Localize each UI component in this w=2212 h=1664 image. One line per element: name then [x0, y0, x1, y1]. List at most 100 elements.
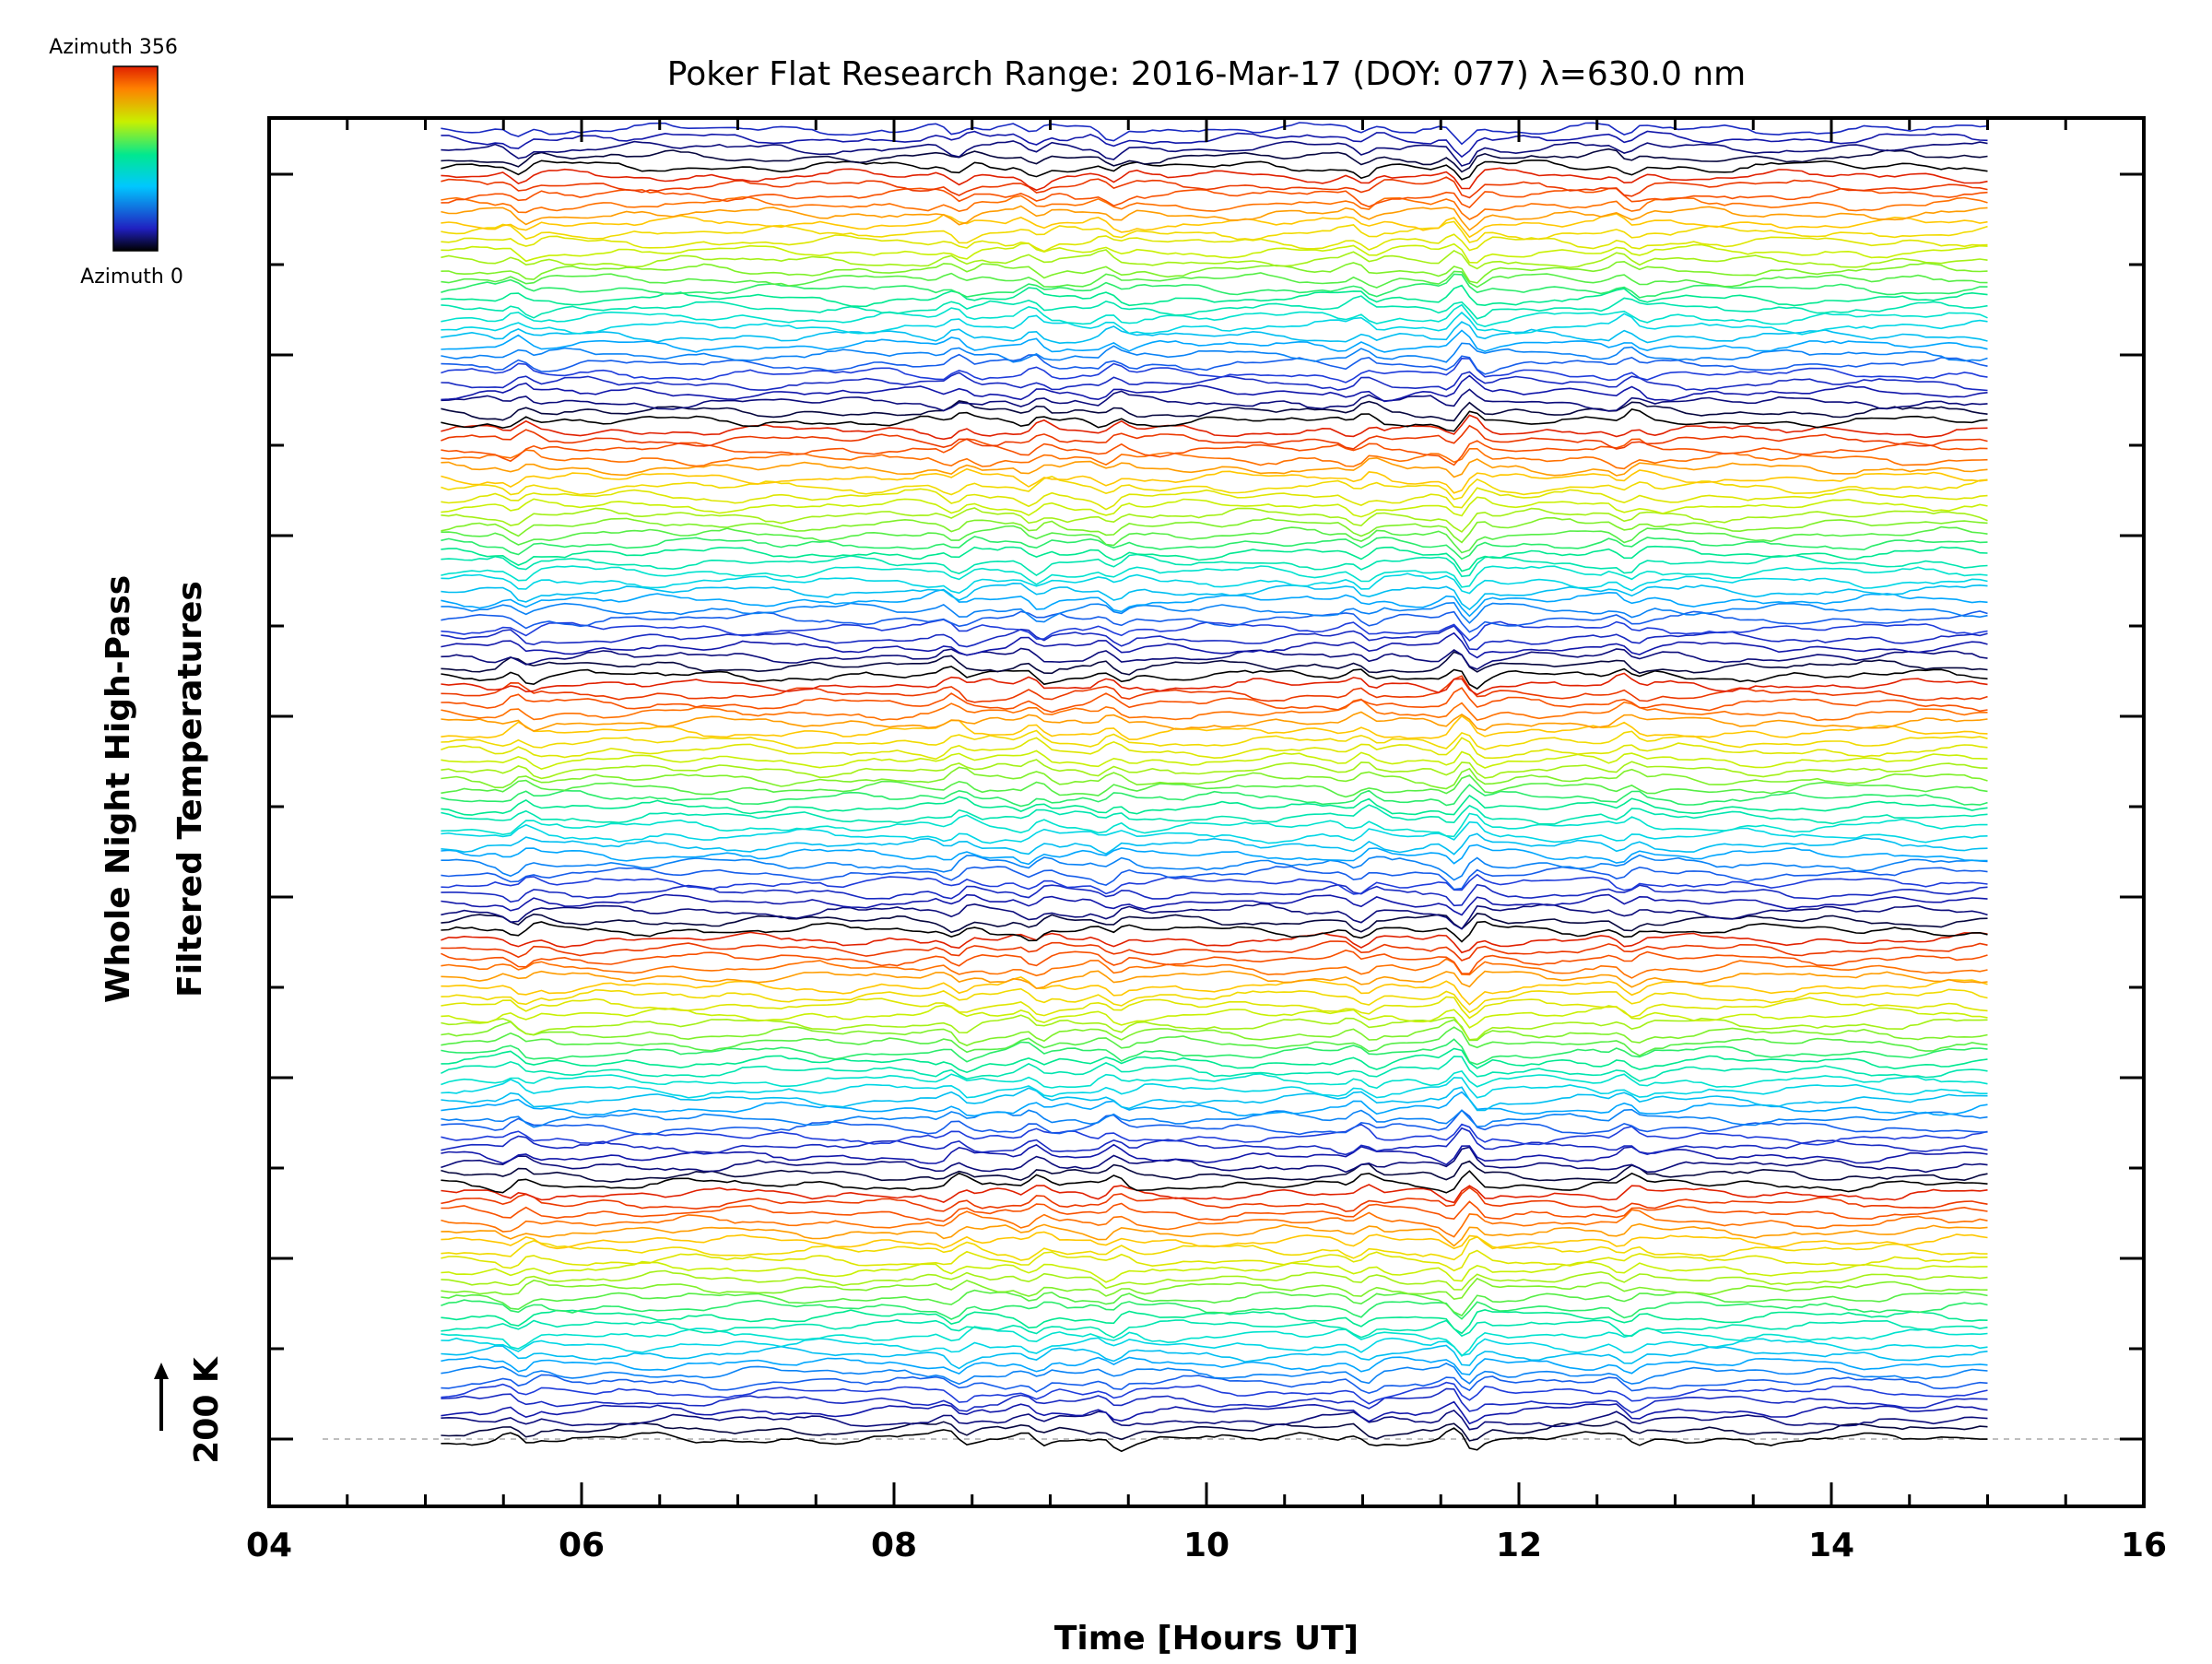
series-line	[441, 1400, 1988, 1425]
series-line	[441, 672, 1988, 696]
series-line	[441, 1356, 1988, 1376]
series-line	[441, 1160, 1988, 1183]
series-line	[441, 1026, 1988, 1057]
series-line	[441, 1047, 1988, 1074]
series-line	[441, 711, 1988, 732]
series-line	[441, 536, 1988, 561]
series-line	[441, 582, 1988, 611]
series-line	[441, 913, 1988, 934]
series-line	[441, 1308, 1988, 1335]
series-line	[441, 631, 1988, 659]
series-line	[441, 903, 1988, 930]
x-tick-label: 06	[559, 1527, 605, 1564]
series-line	[441, 167, 1988, 192]
series-line	[441, 456, 1988, 478]
series-line	[441, 1420, 1988, 1442]
series-line	[441, 774, 1988, 798]
series-line	[441, 140, 1988, 167]
series-line	[441, 1387, 1988, 1414]
series-line	[441, 832, 1988, 856]
series-group	[441, 122, 1988, 1453]
series-line	[441, 353, 1988, 375]
series-line	[441, 651, 1988, 676]
series-line	[441, 714, 1988, 740]
series-line	[441, 388, 1988, 412]
series-line	[441, 1038, 1988, 1066]
series-line	[441, 1269, 1988, 1291]
series-line	[441, 342, 1988, 363]
series-line	[441, 1249, 1988, 1272]
series-line	[441, 270, 1988, 289]
series-line	[441, 647, 1988, 670]
series-line	[441, 303, 1988, 328]
series-line	[441, 1109, 1988, 1136]
x-tick-label: 08	[871, 1527, 917, 1564]
series-line	[441, 565, 1988, 588]
series-line	[441, 976, 1988, 1006]
series-line	[441, 357, 1988, 384]
series-line	[441, 1127, 1988, 1156]
series-line	[441, 950, 1988, 974]
scale-bar: 200 K	[154, 1356, 226, 1464]
series-line	[441, 1123, 1988, 1146]
series-line	[441, 438, 1988, 466]
series-line	[441, 1091, 1988, 1117]
series-line	[441, 1363, 1988, 1386]
x-tick-label: 12	[1496, 1527, 1542, 1564]
series-line	[441, 1200, 1988, 1222]
series-line	[441, 242, 1988, 264]
chart-title: Poker Flat Research Range: 2016-Mar-17 (…	[667, 55, 1746, 93]
series-line	[441, 883, 1988, 907]
series-line	[441, 260, 1988, 284]
series-line	[441, 1409, 1988, 1431]
series-line	[441, 187, 1988, 209]
series-line	[441, 749, 1988, 771]
series-line	[441, 610, 1988, 633]
series-line	[441, 545, 1988, 572]
y-axis-label-line1: Whole Night High-Pass	[100, 575, 137, 1003]
series-line	[441, 766, 1988, 790]
series-line	[441, 507, 1988, 533]
series-line	[441, 1077, 1988, 1099]
series-line	[441, 408, 1988, 432]
series-line	[441, 920, 1988, 943]
series-line	[441, 1381, 1988, 1405]
series-line	[441, 487, 1988, 511]
series-line	[441, 1326, 1988, 1358]
series-line	[441, 205, 1988, 231]
series-line	[441, 729, 1988, 750]
series-line	[441, 148, 1988, 173]
series-line	[441, 295, 1988, 320]
series-line	[441, 414, 1988, 441]
series-line	[441, 588, 1988, 618]
series-line	[441, 424, 1988, 450]
colorbar-top-label: Azimuth 356	[49, 36, 178, 59]
tick-group	[267, 118, 2146, 1506]
series-line	[441, 996, 1988, 1020]
series-line	[441, 321, 1988, 345]
series-line	[441, 1427, 1988, 1453]
series-line	[441, 873, 1988, 895]
series-line	[441, 1222, 1988, 1247]
series-line	[441, 1004, 1988, 1029]
series-line	[441, 371, 1988, 392]
series-line	[441, 311, 1988, 336]
series-line	[441, 1056, 1988, 1082]
x-tick-label: 16	[2121, 1527, 2167, 1564]
series-line	[441, 448, 1988, 470]
series-line	[441, 1143, 1988, 1166]
series-line	[441, 516, 1988, 544]
series-line	[441, 1186, 1988, 1212]
series-line	[441, 601, 1988, 624]
series-line	[441, 1299, 1988, 1320]
series-line	[441, 666, 1988, 690]
series-line	[441, 698, 1988, 722]
series-line	[441, 233, 1988, 253]
series-line	[441, 1170, 1988, 1194]
series-line	[441, 931, 1988, 954]
series-line	[441, 940, 1988, 962]
series-line	[441, 553, 1988, 578]
colorbar	[112, 65, 159, 252]
series-line	[441, 687, 1988, 714]
